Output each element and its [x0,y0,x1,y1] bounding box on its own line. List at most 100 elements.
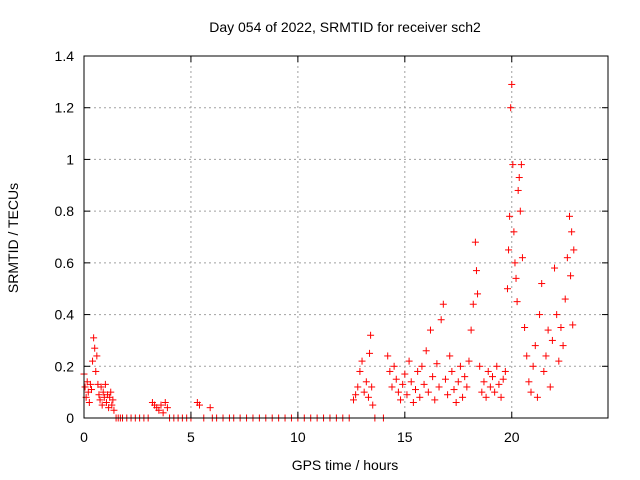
data-point [448,367,456,375]
data-point [98,401,106,409]
data-point [505,246,513,254]
data-point [163,404,171,412]
data-point [441,375,449,383]
data-point [513,298,521,306]
x-axis-title: GPS time / hours [292,457,399,473]
data-point [512,274,520,282]
data-point [107,388,115,396]
data-point [518,254,526,262]
data-point [509,161,517,169]
data-point [467,326,475,334]
data-point [420,380,428,388]
y-tick-label: 0.8 [55,203,75,219]
data-point [418,362,426,370]
data-point [506,212,514,220]
data-point [435,383,443,391]
x-tick-label: 5 [187,429,195,445]
data-point [454,378,462,386]
y-tick-label: 0.4 [55,307,75,323]
data-point [431,396,439,404]
data-point [414,367,422,375]
data-point [525,378,533,386]
data-point [368,383,376,391]
data-point [409,398,417,406]
data-point [517,161,525,169]
data-point [450,386,458,394]
y-axis-title: SRMTID / TECUs [5,183,21,293]
data-point [533,393,541,401]
data-point [491,388,499,396]
data-point [354,383,362,391]
y-tick-label: 0.6 [55,255,75,271]
data-point [384,352,392,360]
data-point [474,290,482,298]
data-point [540,367,548,375]
data-point [497,393,505,401]
data-point [356,367,364,375]
data-point [206,404,214,412]
data-point [369,401,377,409]
data-point [155,406,163,414]
data-point [570,246,578,254]
data-point [482,393,490,401]
data-point [529,362,537,370]
data-point [401,370,409,378]
data-point [459,393,467,401]
data-point [110,406,118,414]
x-tick-label: 0 [80,429,88,445]
data-point [461,373,469,381]
data-point [102,398,110,406]
data-point [503,285,511,293]
chart-title: Day 054 of 2022, SRMTID for receiver sch… [209,19,481,35]
data-point [349,396,357,404]
data-point [386,367,394,375]
data-point [478,388,486,396]
data-point [397,396,405,404]
data-point [97,383,105,391]
data-point [456,362,464,370]
data-point [422,347,430,355]
data-point [484,367,492,375]
data-point [523,352,531,360]
data-point [91,344,99,352]
data-point [568,228,576,236]
data-point [433,360,441,368]
data-point [352,391,360,399]
data-point [85,398,93,406]
data-point [412,386,420,394]
data-point [555,357,563,365]
data-point [407,378,415,386]
data-point [563,254,571,262]
data-point [429,373,437,381]
data-point [195,401,203,409]
data-point [542,352,550,360]
data-point [367,331,375,339]
data-point [531,342,539,350]
grid-lines [84,56,608,418]
data-point [109,396,117,404]
data-point [527,388,535,396]
data-point [507,104,515,112]
data-point [360,388,368,396]
data-point [96,396,104,404]
data-point [405,357,413,365]
data-point [86,380,94,388]
data-point [426,326,434,334]
x-tick-label: 15 [397,429,413,445]
data-point [559,342,567,350]
data-point [416,393,424,401]
data-point [508,80,516,88]
data-point [471,238,479,246]
data-point [553,311,561,319]
data-point [515,174,523,182]
data-point [392,375,400,383]
data-point [499,375,507,383]
data-point [390,362,398,370]
data-point [489,373,497,381]
data-point [161,398,169,406]
data-point [463,383,471,391]
data-point [476,362,484,370]
data-point [567,272,575,280]
data-point [510,228,518,236]
data-point [538,280,546,288]
